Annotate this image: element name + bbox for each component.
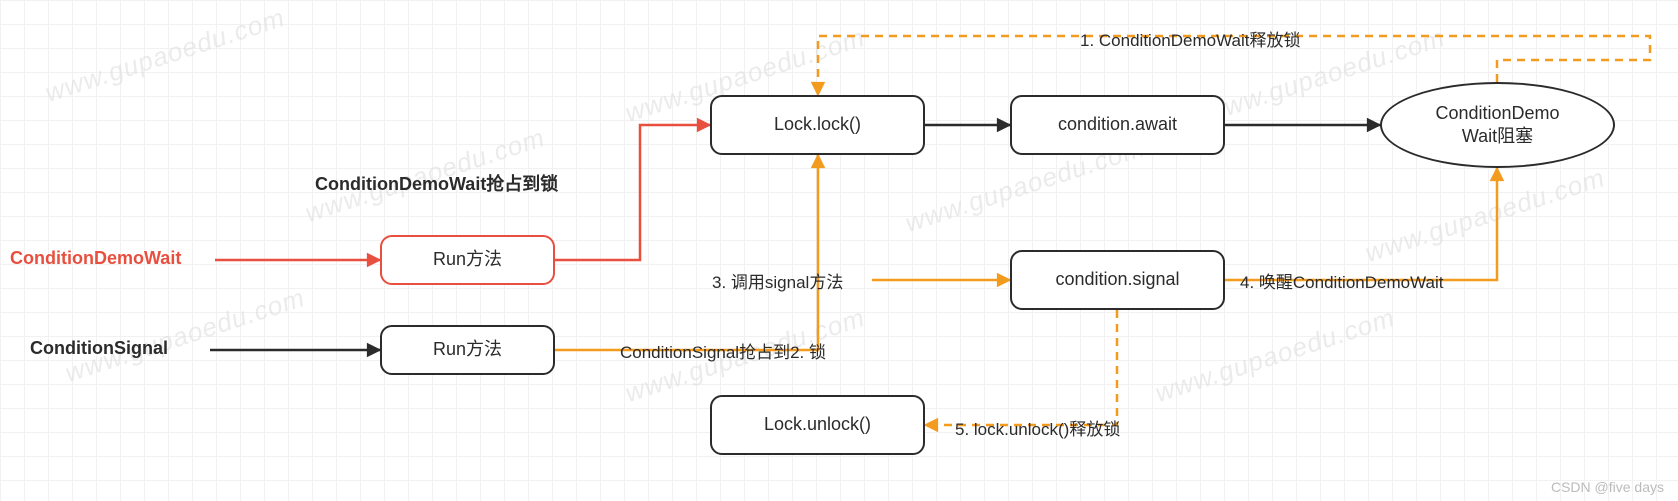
node-run-signal: Run方法 [380,325,555,375]
label-step-3: 3. 调用signal方法 [712,268,843,293]
node-await: condition.await [1010,95,1225,155]
node-label: Lock.lock() [774,113,861,136]
node-label: Lock.unlock() [764,413,871,436]
label-text: ConditionSignal抢占到2. 锁 [620,343,826,362]
node-label: ConditionDemo Wait阻塞 [1435,102,1559,149]
footer-credit: CSDN @five days [1551,479,1664,495]
footer-text: CSDN @five days [1551,479,1664,495]
node-unlock: Lock.unlock() [710,395,925,455]
node-label: Run方法 [433,248,502,271]
label-condition-demo-wait: ConditionDemoWait [10,248,181,269]
label-text: ConditionDemoWait [10,248,181,268]
label-acquire-lock: ConditionDemoWait抢占到锁 [315,170,558,196]
node-label: condition.await [1058,113,1177,136]
label-text: 4. 唤醒ConditionDemoWait [1240,273,1443,292]
label-step-4: 4. 唤醒ConditionDemoWait [1240,268,1443,293]
node-blocked: ConditionDemo Wait阻塞 [1380,82,1615,168]
node-signal: condition.signal [1010,250,1225,310]
label-text: ConditionSignal [30,338,168,358]
node-run-wait: Run方法 [380,235,555,285]
label-text: 5. lock.unlock()释放锁 [955,420,1120,439]
diagram-canvas: www.gupaoedu.comwww.gupaoedu.comwww.gupa… [0,0,1678,501]
label-text: ConditionDemoWait抢占到锁 [315,174,558,194]
label-text: 3. 调用signal方法 [712,273,843,292]
label-step-5: 5. lock.unlock()释放锁 [955,415,1120,440]
node-lock: Lock.lock() [710,95,925,155]
label-step-1: 1. ConditionDemoWait释放锁 [1080,26,1300,51]
label-text: 1. ConditionDemoWait释放锁 [1080,31,1300,50]
node-label: condition.signal [1055,268,1179,291]
label-condition-signal: ConditionSignal [30,338,168,359]
label-step-2: ConditionSignal抢占到2. 锁 [620,338,826,363]
node-label: Run方法 [433,338,502,361]
